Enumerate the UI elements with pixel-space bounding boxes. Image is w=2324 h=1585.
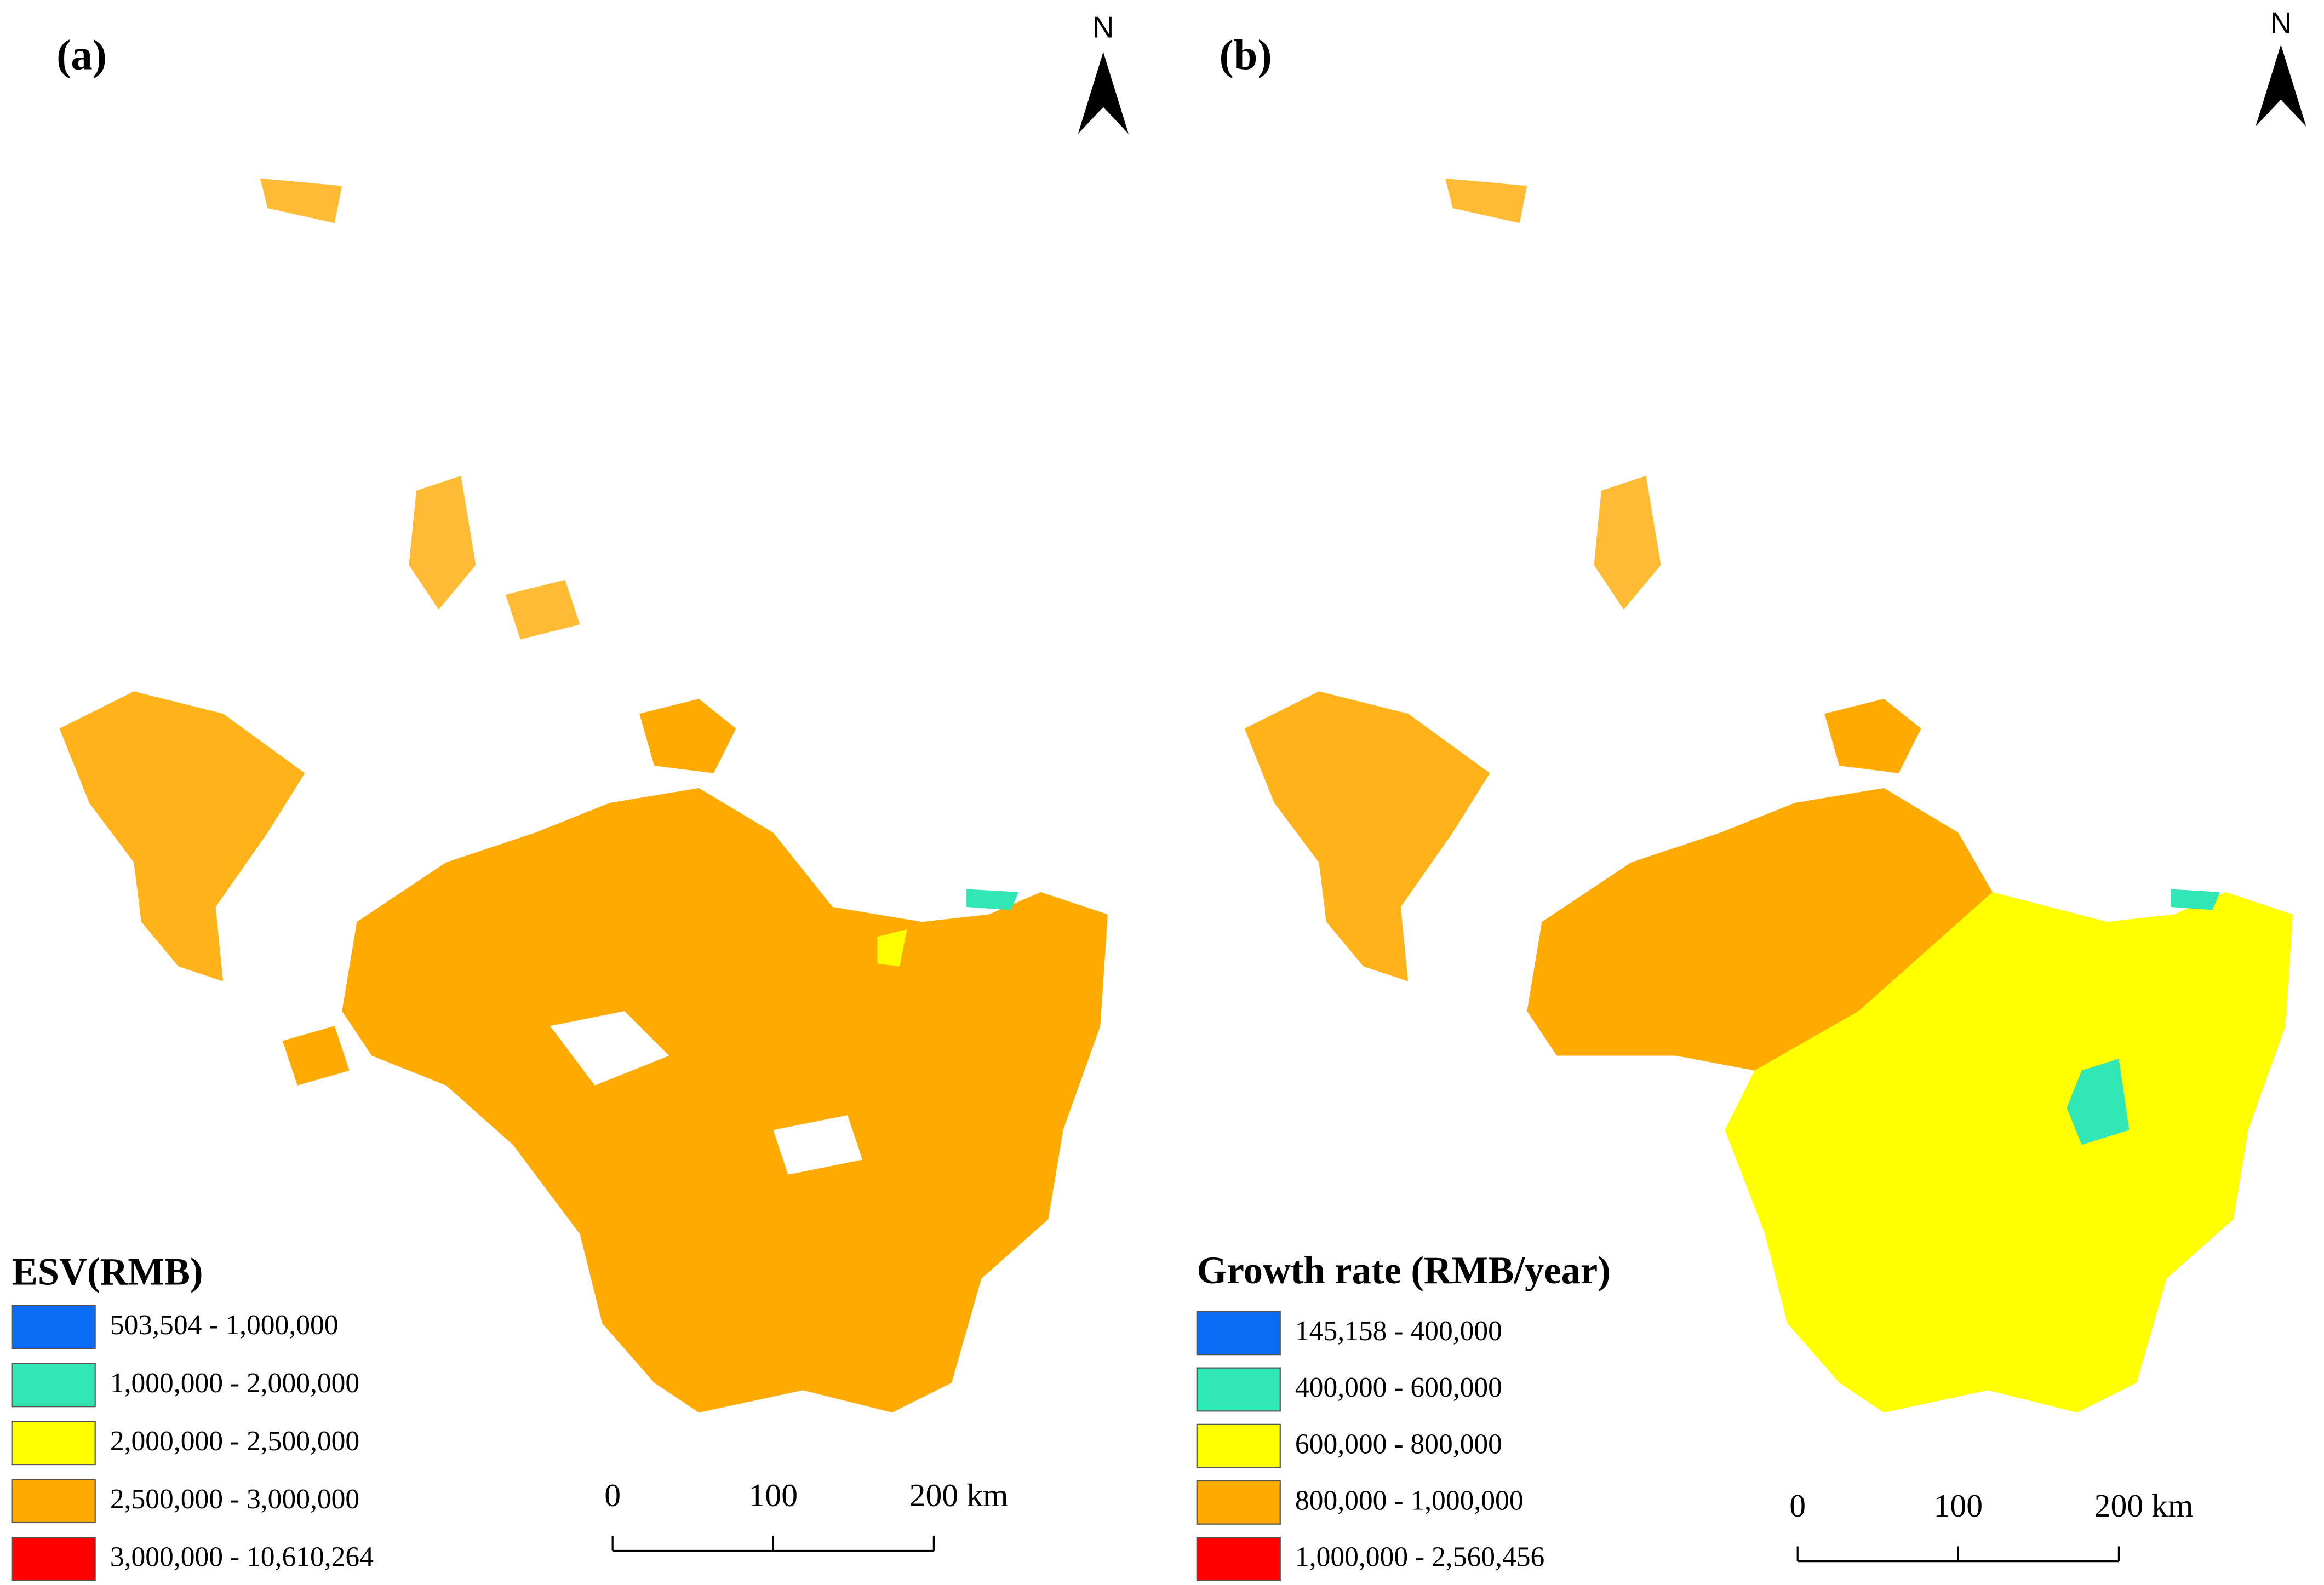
legend-swatch: [11, 1479, 96, 1524]
scale-tick-label: 100: [1934, 1488, 1983, 1524]
legend-swatch: [1196, 1311, 1281, 1356]
region: [59, 691, 305, 981]
region: [282, 1026, 350, 1086]
region: [260, 178, 580, 640]
region: [1445, 178, 1661, 610]
north-arrow: [2256, 44, 2306, 127]
region: [639, 698, 736, 773]
legend-swatch: [11, 1537, 96, 1581]
region: [1824, 698, 1921, 773]
legend-label: 1,000,000 - 2,000,000: [110, 1368, 359, 1399]
scale-unit: km: [966, 1477, 1008, 1513]
region: [342, 788, 1108, 1413]
region: [1725, 892, 2293, 1413]
legend-label: 145,158 - 400,000: [1295, 1316, 1502, 1347]
panel-label: (a): [56, 32, 107, 79]
north-label: N: [2270, 6, 2292, 39]
scale-tick-label: 0: [1789, 1488, 1806, 1524]
region: [1527, 788, 1993, 1071]
legend-swatch: [1196, 1367, 1281, 1412]
legend-swatch: [1196, 1480, 1281, 1525]
scale-tick-label: 100: [749, 1477, 798, 1513]
legend-swatch: [11, 1363, 96, 1408]
scale-tick-label: 200: [2094, 1488, 2144, 1524]
legend-label: 503,504 - 1,000,000: [110, 1310, 339, 1341]
legend-swatch: [1196, 1423, 1281, 1468]
legend-label: 400,000 - 600,000: [1295, 1372, 1502, 1403]
panel-label: (b): [1219, 32, 1272, 79]
legend-label: 2,500,000 - 3,000,000: [110, 1484, 359, 1515]
legend-label: 3,000,000 - 10,610,264: [110, 1542, 374, 1573]
legend-title: ESV(RMB): [12, 1250, 203, 1293]
north-arrow: [1078, 52, 1129, 134]
scale-tick-label: 0: [604, 1477, 621, 1513]
legend-label: 600,000 - 800,000: [1295, 1428, 1502, 1460]
scale-unit: km: [2151, 1488, 2193, 1524]
gap: [550, 1011, 863, 1175]
region: [966, 889, 1019, 910]
map-a: [59, 52, 1129, 1413]
legend-label: 800,000 - 1,000,000: [1295, 1485, 1524, 1517]
legend-swatch: [11, 1421, 96, 1466]
legend-title: Growth rate (RMB/year): [1197, 1249, 1611, 1292]
legend-label: 1,000,000 - 2,560,456: [1295, 1542, 1544, 1573]
region: [1244, 691, 1490, 981]
map-b: [1244, 44, 2306, 1413]
legend-swatch: [11, 1305, 96, 1349]
north-label: N: [1092, 11, 1114, 44]
legend-swatch: [1196, 1537, 1281, 1581]
legend-label: 2,000,000 - 2,500,000: [110, 1426, 359, 1457]
scale-tick-label: 200: [909, 1477, 959, 1513]
region: [877, 929, 907, 967]
region: [2067, 889, 2220, 1145]
